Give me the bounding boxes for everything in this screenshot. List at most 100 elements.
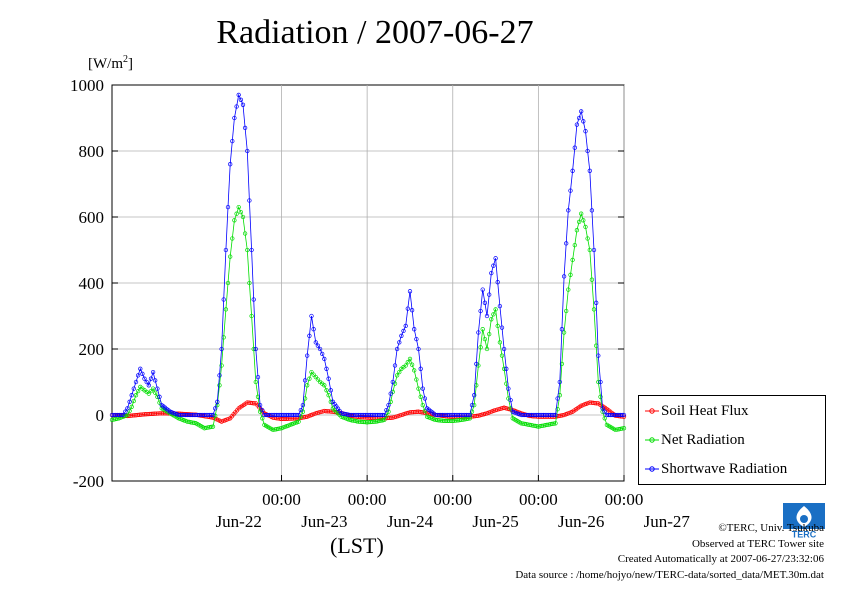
data-point — [466, 412, 471, 418]
data-point — [553, 421, 558, 426]
data-point — [409, 362, 415, 367]
data-point — [621, 412, 627, 418]
data-point — [129, 404, 134, 409]
data-point — [326, 376, 331, 381]
data-point — [581, 218, 586, 223]
data-point — [602, 409, 607, 414]
y-axis-unit-label: [W/m2] — [88, 54, 133, 73]
data-point — [495, 280, 500, 285]
data-point — [472, 393, 477, 398]
series-layer — [109, 92, 627, 433]
data-point — [232, 218, 237, 223]
data-point — [324, 366, 329, 371]
data-point — [589, 208, 595, 213]
data-point — [568, 272, 573, 277]
legend-item-net-radiation: Net Radiation — [639, 430, 825, 450]
unit-close: ] — [128, 56, 133, 72]
data-point — [242, 231, 248, 236]
x-day-label: Jun-25 — [472, 512, 518, 531]
data-point — [223, 247, 229, 253]
data-point — [422, 396, 428, 401]
y-tick-label: 800 — [79, 142, 105, 161]
data-point — [140, 371, 145, 376]
data-point — [146, 391, 151, 396]
y-tick-label: 1000 — [70, 76, 104, 95]
data-point — [210, 424, 216, 429]
data-point — [559, 361, 565, 367]
data-point — [228, 162, 233, 167]
data-point — [561, 330, 567, 335]
data-point — [238, 209, 244, 215]
data-point — [420, 386, 425, 391]
data-point — [416, 346, 421, 352]
data-point — [133, 393, 139, 398]
data-point — [296, 419, 301, 424]
data-point — [598, 379, 603, 385]
data-point — [236, 204, 241, 210]
data-point — [553, 412, 558, 418]
data-point — [322, 383, 327, 388]
data-point — [386, 402, 391, 408]
unit-base: [W/m — [88, 56, 123, 72]
data-point — [234, 104, 239, 109]
data-point — [328, 388, 333, 393]
data-point — [232, 115, 237, 121]
data-point — [313, 374, 318, 380]
data-point — [228, 254, 233, 259]
data-point — [491, 312, 496, 317]
data-point — [570, 257, 575, 263]
data-point — [476, 330, 481, 335]
data-point — [213, 413, 218, 418]
data-point — [480, 287, 485, 292]
data-point — [491, 263, 496, 268]
data-point — [311, 327, 316, 332]
data-point — [230, 138, 235, 144]
data-point — [384, 413, 389, 418]
data-point — [127, 408, 132, 414]
data-point — [236, 92, 241, 98]
data-point — [209, 424, 214, 430]
data-point — [566, 208, 571, 213]
data-point — [131, 386, 136, 391]
data-point — [418, 366, 423, 371]
legend-symbol-soil — [645, 408, 659, 414]
data-point — [487, 292, 492, 297]
data-point — [144, 379, 149, 385]
legend-label-net-radiation: Net Radiation — [661, 432, 745, 448]
data-point — [557, 379, 562, 385]
data-point — [238, 97, 244, 102]
data-point — [555, 396, 560, 401]
data-point — [129, 393, 134, 398]
data-point — [155, 386, 160, 391]
x-day-label: Jun-27 — [644, 512, 691, 531]
data-point — [253, 379, 258, 385]
data-point — [157, 394, 162, 399]
data-point — [504, 366, 509, 371]
data-point — [591, 307, 597, 312]
data-point — [247, 280, 252, 286]
data-point — [311, 372, 316, 377]
data-point — [407, 356, 413, 362]
x-axis-label: (LST) — [330, 533, 384, 558]
data-point — [249, 247, 254, 253]
data-point — [495, 323, 500, 329]
data-point — [382, 412, 387, 418]
data-point — [414, 377, 419, 382]
data-point — [405, 360, 410, 365]
data-point — [478, 345, 483, 350]
data-point — [493, 307, 498, 312]
data-point — [388, 391, 393, 396]
data-point — [213, 406, 218, 411]
data-point — [489, 317, 494, 322]
x-tick-time-label: 00:00 — [262, 490, 301, 509]
credit-observed: Observed at TERC Tower site — [691, 537, 824, 550]
data-point — [142, 376, 147, 381]
data-point — [474, 361, 479, 367]
data-point — [583, 129, 588, 134]
data-point — [260, 407, 265, 413]
data-point — [414, 336, 419, 342]
y-tick-label: 200 — [79, 340, 105, 359]
logo-text: TERC — [792, 530, 817, 540]
data-point — [302, 378, 308, 383]
data-point — [125, 406, 130, 411]
